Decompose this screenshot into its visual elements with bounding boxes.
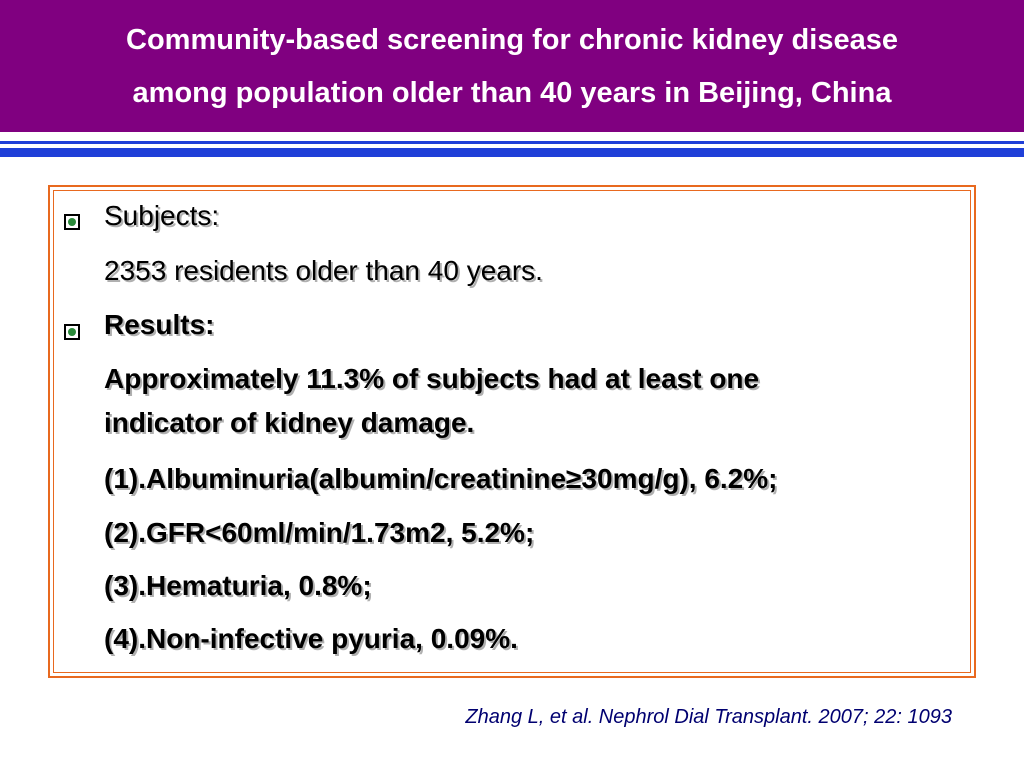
title-bar: Community-based screening for chronic ki… — [0, 0, 1024, 132]
slide-title-line-2: among population older than 40 years in … — [132, 77, 892, 109]
square-circle-bullet-icon — [64, 320, 80, 346]
finding-item-4: (4).Non-infective pyuria, 0.09%. — [104, 623, 518, 654]
results-heading: Results: — [104, 309, 215, 340]
content-frame — [48, 185, 976, 678]
finding-item-1: (1).Albuminuria(albumin/creatinine≥30mg/… — [104, 463, 778, 494]
finding-item-2: (2).GFR<60ml/min/1.73m2, 5.2%; — [104, 517, 535, 548]
results-summary-line-1: Approximately 11.3% of subjects had at l… — [104, 363, 760, 394]
subjects-text: 2353 residents older than 40 years. — [104, 255, 543, 286]
subjects-heading: Subjects: — [104, 200, 220, 231]
citation: Zhang L, et al. Nephrol Dial Transplant.… — [465, 706, 952, 728]
title-rule-thick — [0, 148, 1024, 157]
title-rule-thin — [0, 141, 1024, 144]
results-summary-line-2: indicator of kidney damage. — [104, 407, 475, 438]
content-frame-inner-border — [53, 190, 971, 673]
square-circle-bullet-icon — [64, 210, 80, 236]
slide-title-line-1: Community-based screening for chronic ki… — [126, 24, 898, 56]
finding-item-3: (3).Hematuria, 0.8%; — [104, 570, 372, 601]
